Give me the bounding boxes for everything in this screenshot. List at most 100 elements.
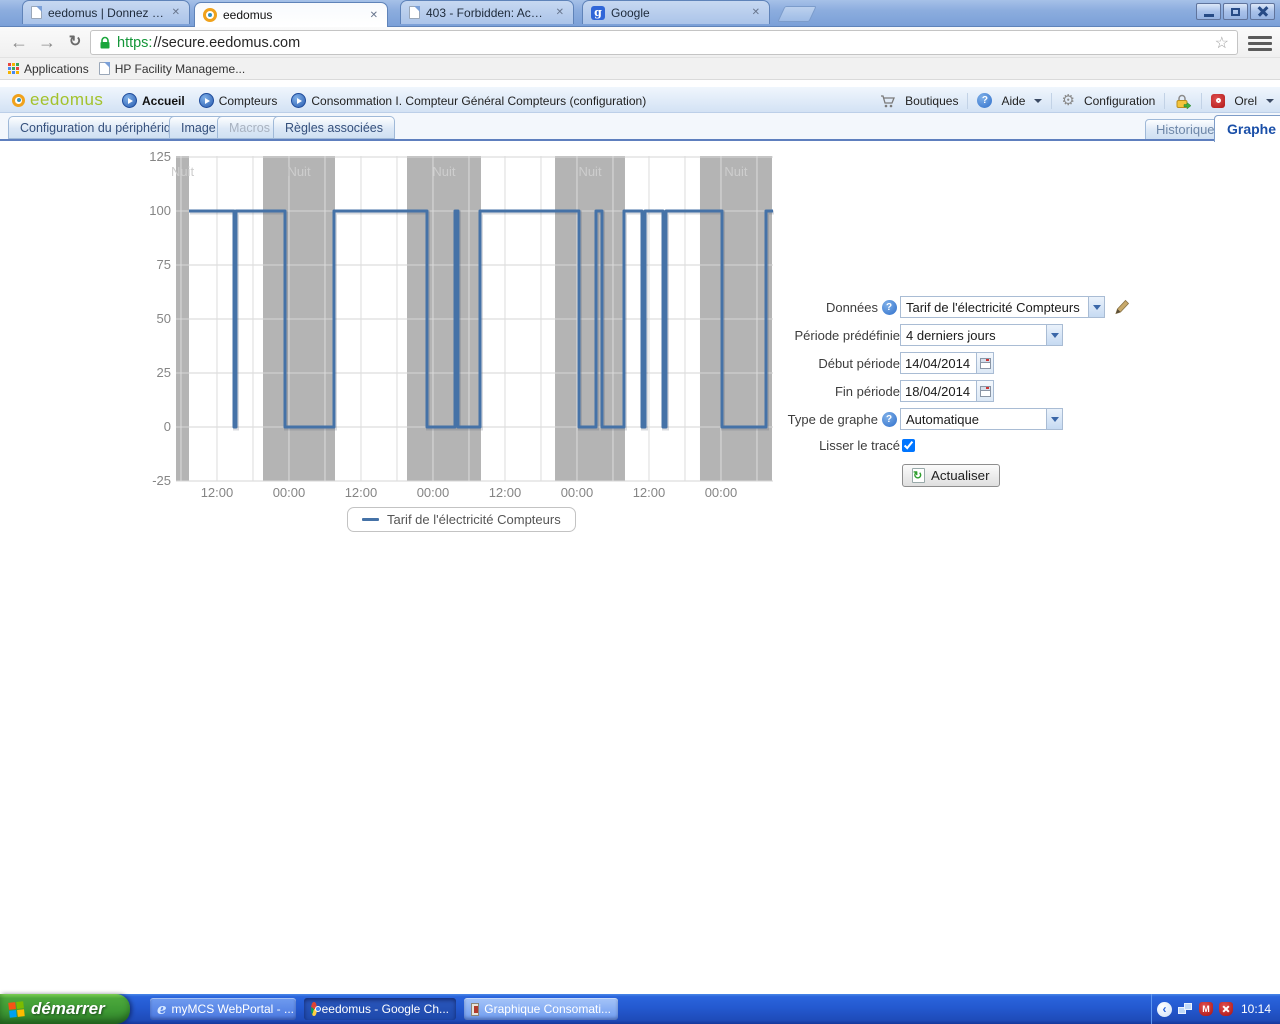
calendar-button[interactable]: [976, 380, 994, 402]
dropdown-caret-icon[interactable]: [1046, 408, 1063, 430]
browser-menu-icon[interactable]: [1248, 33, 1272, 53]
svg-text:Nuit: Nuit: [578, 164, 602, 179]
reload-icon[interactable]: ↻: [68, 33, 82, 50]
smooth-checkbox[interactable]: [902, 438, 915, 452]
address-bar[interactable]: https://secure.eedomus.com ☆: [90, 30, 1238, 55]
help-circle-icon: ?: [977, 93, 993, 108]
spacer: ?: [878, 299, 900, 315]
svg-text:12:00: 12:00: [201, 485, 234, 500]
back-icon[interactable]: ←: [10, 32, 28, 52]
security-alert-icon[interactable]: [1218, 1002, 1233, 1016]
browser-tab-3[interactable]: 403 - Forbidden: Access is d ✕: [400, 0, 574, 24]
legend-series-dash: [362, 518, 379, 521]
separator: [1051, 92, 1053, 109]
tab-historique[interactable]: Historique: [1145, 119, 1226, 140]
user-menu[interactable]: Orel: [1234, 93, 1257, 108]
taskbar-item-mymcs[interactable]: e myMCS WebPortal - ...: [150, 998, 296, 1020]
form-row-fin-periode: Fin période: [700, 377, 1160, 405]
task-title: myMCS WebPortal - ...: [171, 1002, 295, 1016]
browser-tab-4[interactable]: g Google ✕: [582, 0, 770, 24]
svg-text:12:00: 12:00: [633, 485, 666, 500]
arrow-circle-icon: [122, 93, 137, 108]
breadcrumb-label: Consommation I. Compteur Général Compteu…: [311, 93, 647, 108]
browser-tab-1[interactable]: eedomus | Donnez de l'intelli ✕: [22, 0, 190, 24]
edit-pencil-icon[interactable]: [1114, 299, 1130, 315]
close-button[interactable]: [1250, 3, 1275, 20]
breadcrumb-device[interactable]: Consommation I. Compteur Général Compteu…: [291, 93, 646, 108]
form-row-donnees: Données ? Tarif de l'électricité Compteu…: [700, 293, 1160, 321]
network-icon[interactable]: [1177, 1002, 1193, 1016]
apps-grid-icon: [8, 63, 19, 74]
form-row-type-graphe: Type de graphe ? Automatique: [700, 405, 1160, 433]
aide-menu[interactable]: Aide: [1001, 93, 1026, 108]
svg-text:00:00: 00:00: [561, 485, 594, 500]
breadcrumb-accueil[interactable]: Accueil: [122, 93, 185, 108]
forward-icon[interactable]: →: [38, 32, 56, 52]
field-label: Type de graphe: [787, 411, 878, 427]
tab-label: Historique: [1156, 122, 1215, 137]
configuration-link[interactable]: Configuration: [1083, 93, 1156, 108]
app-window-icon: [471, 1002, 480, 1016]
help-icon[interactable]: ?: [881, 411, 897, 427]
taskbar-item-graphique[interactable]: Graphique Consomati...: [464, 998, 618, 1020]
tab-graphe-active[interactable]: Graphe: [1214, 115, 1280, 142]
help-icon[interactable]: ?: [881, 299, 897, 315]
minimize-button[interactable]: [1196, 3, 1221, 20]
field-label: Période prédéfinie: [794, 327, 900, 343]
header-actions: Boutiques ? Aide ⚙ Configuration Orel: [880, 87, 1274, 114]
eedomus-logo[interactable]: eedomus: [12, 90, 103, 110]
tab-label: Règles associées: [285, 120, 383, 135]
tab-macros: Macros: [217, 116, 282, 139]
web-page: eedomus Accueil Compteurs Consommation I…: [0, 80, 1280, 994]
url-host: //secure.eedomus.com: [153, 34, 301, 51]
chevron-down-icon[interactable]: [1266, 98, 1274, 103]
tab-close-icon[interactable]: ✕: [369, 9, 378, 21]
tab-regles-associees[interactable]: Règles associées: [273, 116, 395, 139]
date-start-input[interactable]: [900, 352, 976, 374]
actualiser-button[interactable]: ↻ Actualiser: [902, 463, 1000, 487]
start-label: démarrer: [31, 999, 105, 1018]
separator: [1201, 92, 1203, 109]
boutiques-link[interactable]: Boutiques: [905, 93, 959, 108]
page-favicon: [31, 6, 42, 19]
form-row-submit: ↻ Actualiser: [700, 461, 1160, 489]
bookmark-star-icon[interactable]: ☆: [1214, 34, 1229, 52]
chart-legend[interactable]: Tarif de l'électricité Compteurs: [347, 507, 576, 532]
dropdown-caret-icon[interactable]: [1088, 296, 1105, 318]
calendar-icon: [979, 357, 991, 369]
internet-explorer-icon: e: [157, 1000, 167, 1018]
tab-close-icon[interactable]: ✕: [751, 7, 760, 18]
tab-image[interactable]: Image: [169, 116, 228, 139]
mcafee-icon[interactable]: M: [1198, 1002, 1213, 1016]
date-end-input[interactable]: [900, 380, 976, 402]
refresh-icon: ↻: [912, 467, 925, 483]
svg-text:00:00: 00:00: [705, 485, 738, 500]
taskbar-item-eedomus-active[interactable]: eedomus - Google Ch...: [304, 998, 456, 1020]
dropdown-caret-icon[interactable]: [1046, 324, 1063, 346]
window-controls: [1196, 3, 1275, 20]
calendar-button[interactable]: [976, 352, 994, 374]
apps-shortcut[interactable]: Applications: [8, 62, 89, 76]
tab-title: eedomus: [223, 8, 273, 22]
system-tray: ‹ M 10:14: [1150, 994, 1280, 1024]
tab-close-icon[interactable]: ✕: [171, 7, 180, 18]
restore-button[interactable]: [1223, 3, 1248, 20]
breadcrumb-compteurs[interactable]: Compteurs: [198, 93, 277, 108]
svg-text:12:00: 12:00: [345, 485, 378, 500]
chevron-down-icon[interactable]: [1034, 98, 1043, 103]
task-title: eedomus - Google Ch...: [321, 1002, 449, 1016]
donnees-select[interactable]: Tarif de l'électricité Compteurs: [900, 296, 1105, 318]
type-graphe-select[interactable]: Automatique: [900, 408, 1063, 430]
new-tab-button[interactable]: [777, 6, 817, 22]
padlock-icon[interactable]: [1174, 93, 1192, 109]
bookmark-item[interactable]: HP Facility Manageme...: [98, 62, 245, 76]
field-label: Lisser le tracé: [819, 437, 900, 453]
tray-collapse-icon[interactable]: ‹: [1156, 1001, 1172, 1017]
svg-text:Nuit: Nuit: [171, 164, 195, 179]
browser-tab-2-active[interactable]: eedomus ✕: [194, 2, 388, 27]
start-button[interactable]: démarrer: [0, 994, 130, 1024]
tab-close-icon[interactable]: ✕: [555, 7, 564, 18]
svg-text:-25: -25: [152, 473, 171, 488]
periode-select[interactable]: 4 derniers jours: [900, 324, 1063, 346]
